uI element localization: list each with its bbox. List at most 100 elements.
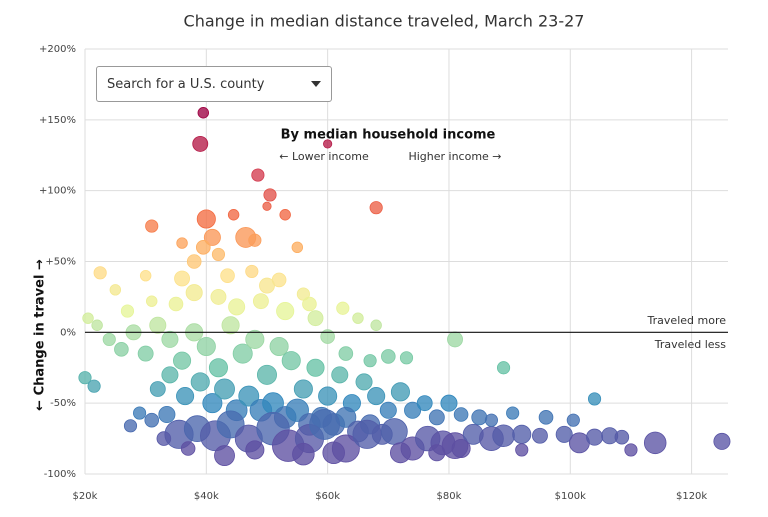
county-point — [492, 424, 515, 448]
y-tick-label: +150% — [39, 115, 76, 126]
county-point — [186, 254, 202, 269]
county-point — [252, 293, 269, 310]
x-tick-label: $40k — [194, 491, 219, 502]
county-point — [139, 269, 152, 282]
county-point — [214, 445, 235, 467]
county-point — [232, 343, 253, 364]
county-point — [109, 284, 122, 296]
county-point — [614, 429, 630, 445]
county-point — [428, 444, 446, 462]
county-search[interactable]: Search for a U.S. county — [96, 66, 332, 102]
county-point — [506, 406, 520, 420]
dropdown-caret — [311, 81, 321, 87]
county-point — [192, 135, 209, 152]
county-point — [263, 188, 277, 202]
county-point — [515, 443, 529, 457]
annotation-higher: Higher income → — [408, 150, 501, 163]
county-point — [120, 304, 135, 318]
county-point — [566, 413, 580, 427]
county-point — [306, 358, 325, 377]
county-point — [123, 419, 138, 433]
points — [78, 107, 731, 467]
county-point — [440, 394, 458, 412]
county-point — [447, 331, 463, 348]
county-point — [245, 329, 265, 349]
county-point — [323, 139, 333, 149]
county-point — [538, 410, 554, 425]
county-point — [161, 330, 179, 348]
annotation-more: Traveled more — [647, 314, 727, 327]
county-point — [78, 371, 92, 385]
county-point — [262, 201, 272, 211]
county-point — [322, 441, 345, 465]
county-point — [173, 351, 192, 370]
y-tick-label: -100% — [44, 469, 76, 480]
county-point — [137, 345, 154, 362]
county-point — [369, 201, 383, 215]
county-point — [156, 431, 172, 446]
county-point — [471, 409, 488, 426]
county-point — [161, 366, 179, 384]
county-point — [149, 316, 167, 334]
county-point — [248, 233, 262, 247]
x-tick-label: $80k — [437, 491, 462, 502]
county-point — [197, 107, 210, 119]
county-point — [291, 241, 304, 254]
county-point — [185, 284, 203, 302]
county-point — [227, 209, 240, 221]
county-point — [259, 277, 275, 294]
county-point — [238, 385, 260, 407]
county-point — [512, 424, 532, 444]
annotation-heading: By median household income — [281, 128, 496, 143]
county-point — [144, 412, 160, 428]
y-axis-label: ← Change in travel → — [33, 259, 48, 411]
county-point — [145, 219, 159, 233]
county-point — [389, 442, 411, 464]
county-point — [149, 381, 166, 397]
county-point — [416, 395, 433, 412]
county-point — [190, 372, 210, 392]
county-point — [379, 401, 397, 419]
county-point — [453, 407, 469, 422]
county-point — [587, 392, 602, 406]
county-point — [367, 387, 386, 406]
county-point — [318, 386, 338, 406]
y-tick-label: -50% — [50, 398, 76, 409]
county-point — [555, 425, 573, 443]
county-point — [331, 366, 349, 384]
county-point — [381, 349, 396, 364]
county-point — [256, 364, 277, 385]
county-point — [245, 440, 265, 460]
county-point — [91, 319, 103, 331]
county-point — [168, 296, 184, 312]
county-point — [624, 443, 638, 457]
county-point — [176, 237, 188, 249]
county-point — [381, 418, 408, 445]
county-point — [399, 351, 414, 365]
chart-title: Change in median distance traveled, Marc… — [184, 12, 585, 31]
county-point — [281, 351, 301, 371]
county-point — [713, 432, 731, 450]
county-point — [269, 336, 289, 357]
county-point — [496, 361, 511, 375]
county-point — [202, 393, 223, 414]
county-point — [428, 409, 445, 426]
annotation-lower: ← Lower income — [279, 150, 369, 163]
county-point — [309, 409, 341, 440]
county-point — [208, 358, 228, 378]
county-point — [484, 413, 499, 427]
annotation-less: Traveled less — [654, 338, 727, 351]
county-point — [390, 382, 410, 402]
county-point — [102, 332, 116, 346]
county-point — [133, 406, 147, 420]
y-tick-label: +50% — [45, 257, 76, 268]
y-tick-label: 0% — [60, 327, 76, 338]
search-placeholder: Search for a U.S. county — [107, 76, 265, 92]
x-tick-label: $120k — [676, 491, 707, 502]
county-point — [251, 168, 265, 182]
county-point — [245, 264, 259, 278]
county-point — [146, 295, 158, 307]
county-point — [87, 379, 101, 393]
county-point — [228, 298, 246, 316]
